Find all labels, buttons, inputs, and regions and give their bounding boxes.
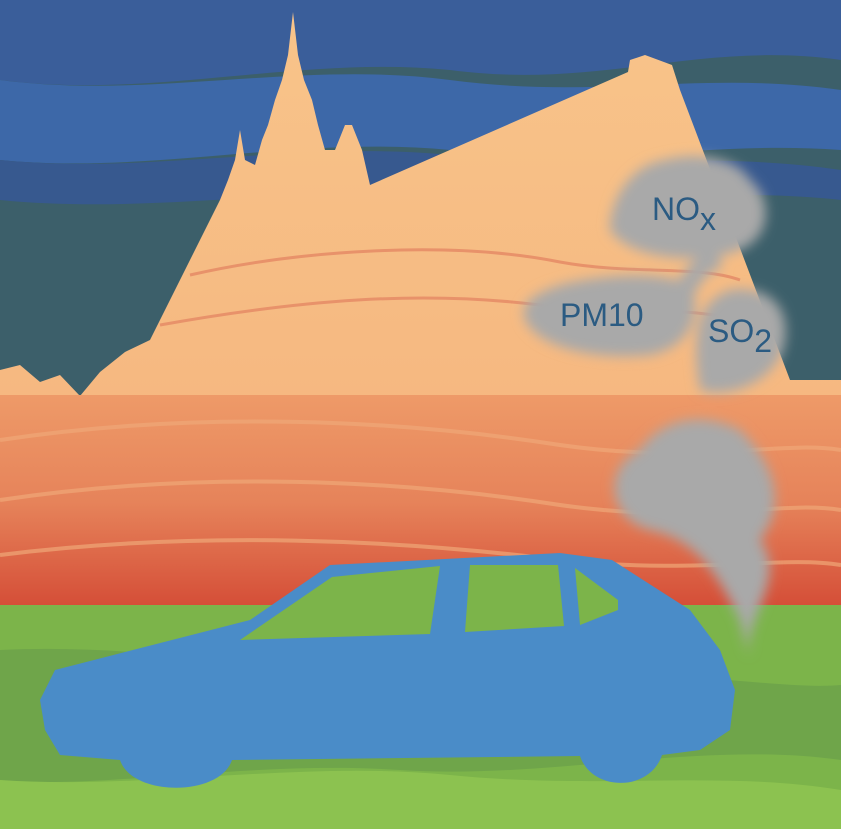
pollutant-label: PM10 <box>560 297 644 333</box>
subscript: x <box>700 201 716 237</box>
smoke <box>523 156 786 660</box>
pollutant-label: NOx <box>652 191 716 237</box>
pollutant-label: SO2 <box>708 313 772 359</box>
formula: SO <box>708 313 754 349</box>
formula: PM10 <box>560 297 644 333</box>
car <box>40 553 735 788</box>
formula: NO <box>652 191 700 227</box>
subscript: 2 <box>754 323 772 359</box>
